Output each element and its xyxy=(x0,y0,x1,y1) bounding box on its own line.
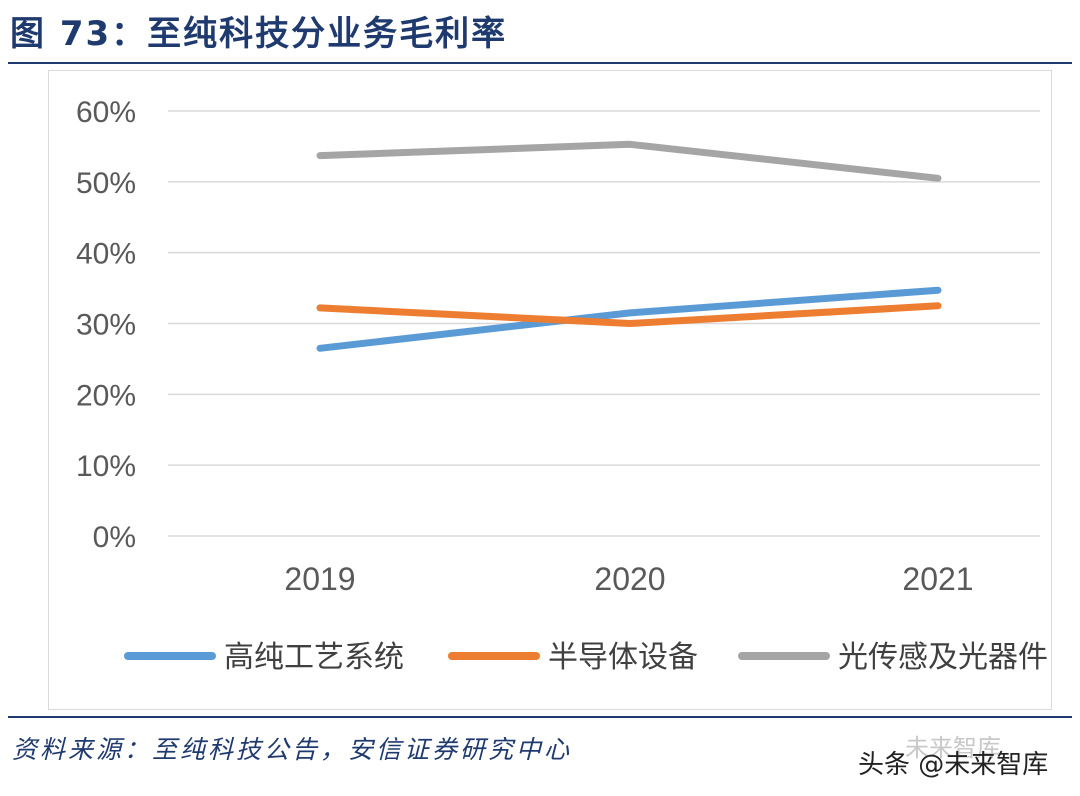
y-axis-ticks: 0% 10% 20% 30% 40% 50% 60% xyxy=(76,96,136,554)
y-tick-label: 30% xyxy=(76,309,136,342)
y-tick-label: 40% xyxy=(76,238,136,271)
gridlines xyxy=(168,110,1040,537)
source-divider xyxy=(8,716,1072,718)
watermark-faint: 未来智库 xyxy=(905,734,1001,762)
y-tick-label: 60% xyxy=(76,96,136,129)
y-tick-label: 10% xyxy=(76,450,136,483)
y-tick-label: 0% xyxy=(93,521,136,554)
legend-label: 高纯工艺系统 xyxy=(224,640,404,675)
y-tick-label: 20% xyxy=(76,379,136,412)
y-tick-label: 50% xyxy=(76,167,136,200)
x-tick-label: 2020 xyxy=(594,561,665,597)
series-line xyxy=(316,140,942,182)
series-lines xyxy=(316,140,942,352)
x-axis-ticks: 2019 2020 2021 xyxy=(284,561,973,597)
watermark: 头条 @未来智库 xyxy=(858,750,1049,780)
x-tick-label: 2021 xyxy=(902,561,973,597)
legend: 高纯工艺系统 半导体设备 光传感及光器件 xyxy=(124,640,1048,675)
x-tick-label: 2019 xyxy=(284,561,355,597)
legend-label: 光传感及光器件 xyxy=(838,640,1048,675)
title-divider xyxy=(8,62,1072,64)
source-note: 资料来源：至纯科技公告，安信证券研究中心 xyxy=(12,735,573,764)
legend-label: 半导体设备 xyxy=(548,640,698,675)
series-line xyxy=(316,286,942,352)
chart-frame xyxy=(48,70,1052,710)
chart-title: 图 73：至纯科技分业务毛利率 xyxy=(10,14,508,54)
